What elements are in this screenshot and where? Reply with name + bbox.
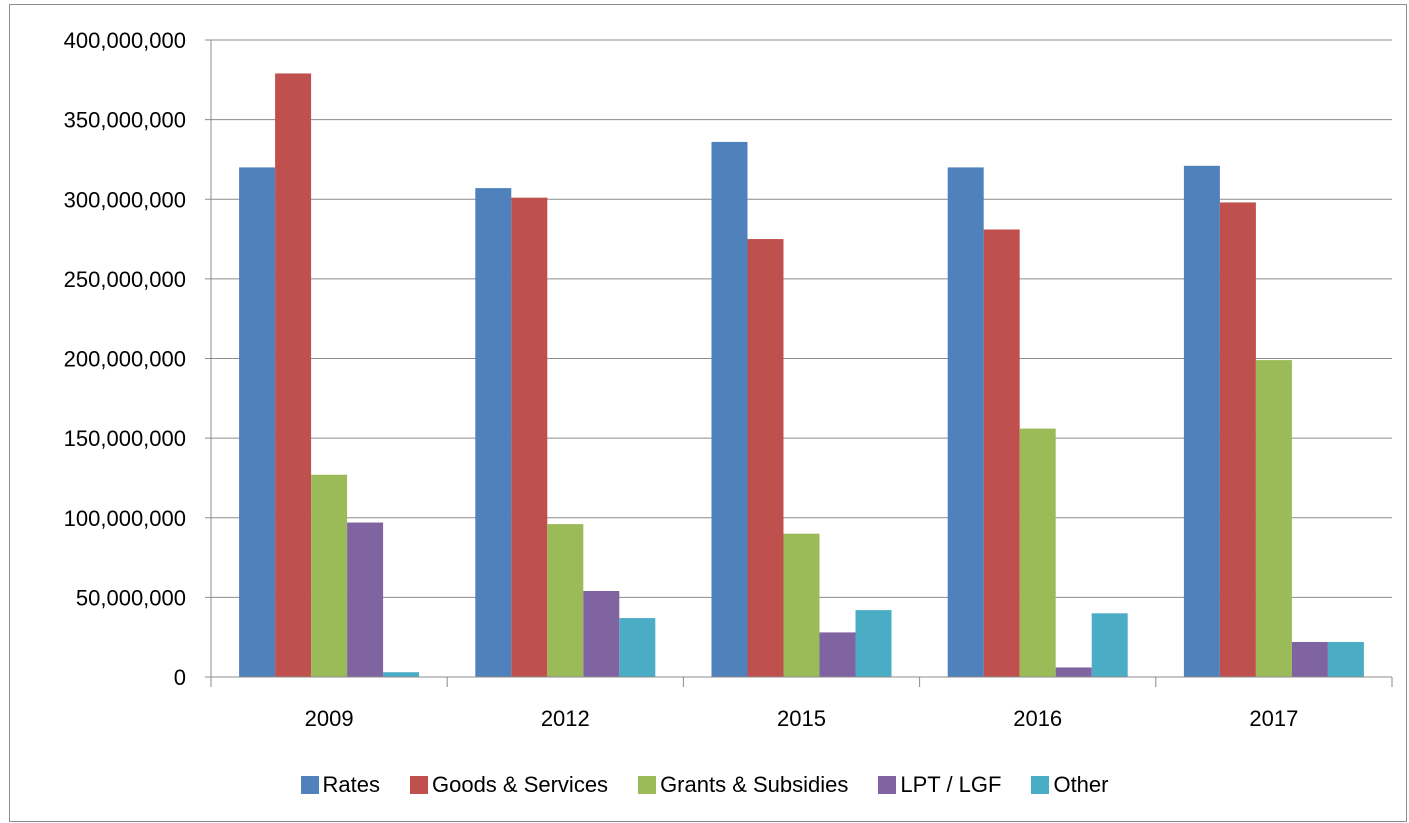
y-tick-label: 350,000,000 <box>64 108 186 133</box>
bar-other-2017 <box>1327 641 1364 677</box>
legend-label: Goods & Services <box>431 772 609 797</box>
bar-grants-subsidies-2015 <box>783 533 820 677</box>
x-axis <box>210 40 1393 687</box>
y-axis-tick-labels: 0 50,000,000 100,000,000 150,000,000 200,000… <box>64 28 186 690</box>
bar-lpt-lgf-2016 <box>1055 667 1092 677</box>
bar-goods-services-2015 <box>747 239 784 677</box>
legend-swatch <box>638 776 657 794</box>
legend-label: Rates <box>322 772 380 797</box>
x-axis-tick-labels: 2009 2012 2015 2016 2017 <box>305 706 1299 731</box>
y-tick-label: 200,000,000 <box>64 347 186 372</box>
bar-goods-services-2012 <box>511 197 548 677</box>
bar-other-2009 <box>383 672 420 677</box>
legend-label: LPT / LGF <box>900 772 1002 797</box>
legend-item: Other <box>1031 772 1108 798</box>
bar-grants-subsidies-2009 <box>311 474 348 677</box>
y-tick-label: 300,000,000 <box>64 187 186 212</box>
y-tick-label: 250,000,000 <box>64 267 186 292</box>
x-tick-label: 2017 <box>1249 706 1298 731</box>
bar-rates-2017 <box>1183 165 1220 677</box>
bar-grants-subsidies-2016 <box>1019 428 1056 677</box>
bar-lpt-lgf-2017 <box>1291 641 1328 677</box>
bar-lpt-lgf-2015 <box>819 632 856 677</box>
legend-swatch <box>1031 776 1050 794</box>
y-tick-label: 100,000,000 <box>64 506 186 531</box>
legend-item: Goods & Services <box>409 772 609 798</box>
legend: Rates Goods & Services Grants & Subsidies L… <box>0 770 1409 800</box>
bar-rates-2012 <box>475 188 512 678</box>
legend-label: Grants & Subsidies <box>660 772 849 797</box>
bar-lpt-lgf-2009 <box>347 522 384 677</box>
x-tick-label: 2016 <box>1013 706 1062 731</box>
bar-rates-2016 <box>947 167 984 677</box>
bar-other-2016 <box>1091 613 1128 677</box>
bar-goods-services-2017 <box>1219 202 1256 677</box>
bar-grants-subsidies-2017 <box>1255 360 1292 677</box>
y-tick-label: 400,000,000 <box>64 28 186 53</box>
legend-swatch <box>878 776 897 794</box>
bar-lpt-lgf-2012 <box>583 591 620 677</box>
y-tick-label: 50,000,000 <box>76 585 186 610</box>
y-tick-label: 0 <box>174 665 186 690</box>
legend-swatch <box>409 776 428 794</box>
bar-goods-services-2009 <box>275 73 312 677</box>
x-tick-label: 2015 <box>777 706 826 731</box>
bar-other-2015 <box>855 610 892 677</box>
bar-other-2012 <box>619 618 656 677</box>
legend-swatch <box>300 776 319 794</box>
legend-item: Grants & Subsidies <box>638 772 848 798</box>
bars <box>239 73 1364 678</box>
y-tick-label: 150,000,000 <box>64 426 186 451</box>
legend-item: LPT / LGF <box>878 772 1001 798</box>
legend-item: Rates <box>300 772 380 798</box>
x-tick-label: 2009 <box>305 706 354 731</box>
bar-goods-services-2016 <box>983 229 1020 677</box>
bar-rates-2009 <box>239 167 276 677</box>
bar-grants-subsidies-2012 <box>547 524 584 677</box>
x-tick-label: 2012 <box>541 706 590 731</box>
bar-rates-2015 <box>711 141 748 678</box>
legend-label: Other <box>1053 772 1109 797</box>
